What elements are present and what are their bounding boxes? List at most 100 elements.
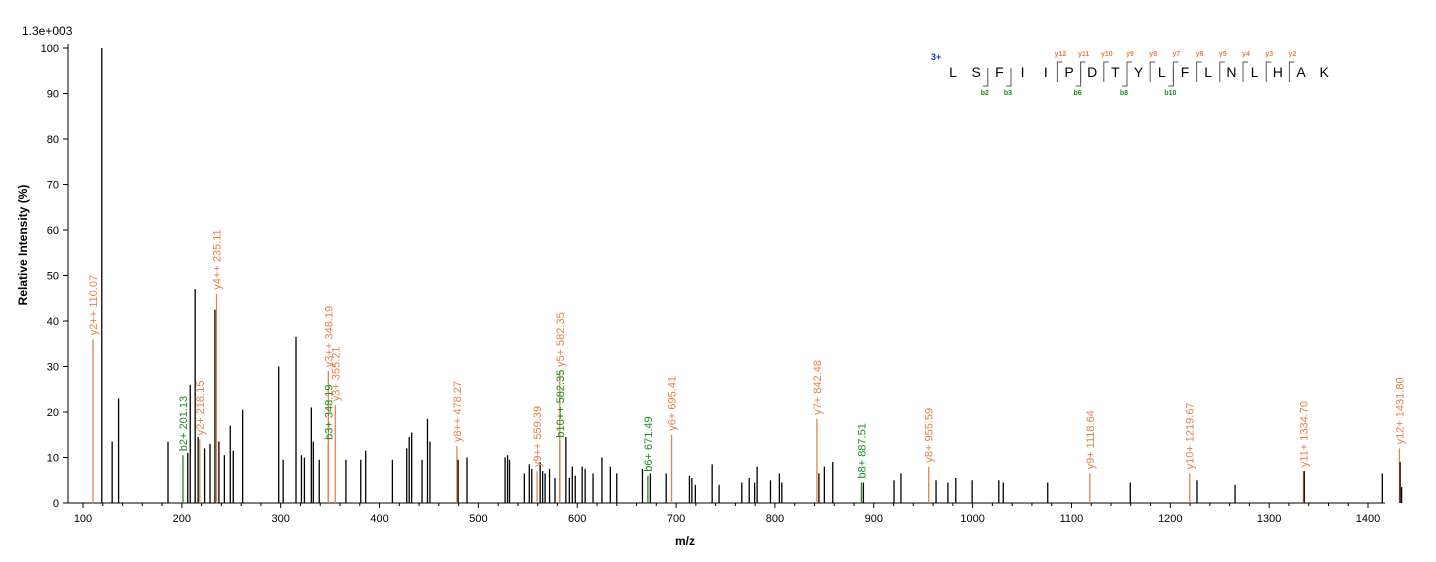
- y-ion-label: y3++ 348.19: [323, 306, 335, 367]
- x-tick-label: 700: [667, 513, 685, 525]
- y-ion-bracket: [1242, 61, 1248, 82]
- sequence-residue: D: [1087, 64, 1097, 80]
- sequence-residue: N: [1226, 64, 1236, 80]
- precursor-charge-label: 3+: [931, 52, 941, 62]
- y-ion-bracket: [1149, 61, 1156, 82]
- sequence-residue: L: [1204, 64, 1212, 80]
- x-tick-label: 600: [568, 513, 586, 525]
- b-ion-label: b10++ 582.35: [555, 370, 567, 438]
- y-ion-label: y7+ 842.48: [812, 360, 824, 415]
- y-tick-label: 60: [47, 225, 59, 237]
- y-ion-bracket: [1056, 61, 1063, 82]
- b-ion-label: b3+ 348.19: [323, 384, 335, 439]
- b-ion-sequence-label: b2: [981, 90, 989, 97]
- x-tick-label: 400: [370, 513, 388, 525]
- y-ion-label: y5+ 582.35: [555, 312, 567, 367]
- y-ion-bracket: [1219, 61, 1225, 82]
- y-ion-sequence-label: y11: [1078, 51, 1089, 58]
- x-tick-label: 1000: [960, 513, 984, 525]
- sequence-residue: Y: [1134, 64, 1144, 80]
- sequence-residue: L: [1158, 64, 1166, 80]
- y-ion-label: y9+ 1118.64: [1085, 410, 1097, 469]
- y-ion-label: y10+ 1219.67: [1185, 402, 1197, 469]
- y-ion-sequence-label: y2: [1289, 51, 1297, 58]
- sequence-residue: L: [1251, 64, 1259, 80]
- y-ion-label: y2+ 218.15: [195, 381, 207, 436]
- sequence-residue: I: [1044, 64, 1048, 80]
- y-ion-bracket: [1288, 61, 1295, 82]
- sequence-residue: I: [1021, 64, 1025, 80]
- y-ion-sequence-label: y10: [1101, 51, 1113, 58]
- y-ion-sequence-label: y3: [1265, 51, 1273, 58]
- x-tick-label: 800: [766, 513, 784, 525]
- x-tick-label: 500: [469, 513, 487, 525]
- y-ion-label: y8++ 478.27: [452, 381, 464, 442]
- peaks: [92, 48, 1403, 503]
- b-ion-sequence-label: b8: [1120, 90, 1128, 97]
- y-tick-label: 40: [47, 316, 59, 328]
- x-axis-title: m/z: [675, 534, 695, 548]
- y-ion-bracket: [1103, 61, 1109, 82]
- x-tick-label: 1200: [1158, 513, 1182, 525]
- y-ion-sequence-label: y5: [1219, 51, 1227, 58]
- y-ion-label: y9++ 559.39: [532, 406, 544, 467]
- y-ion-sequence-label: y12: [1055, 51, 1067, 58]
- y-ion-sequence-label: y9: [1126, 51, 1134, 58]
- y-ion-sequence-label: y8: [1149, 51, 1157, 58]
- b-ion-sequence-label: b3: [1004, 90, 1012, 97]
- sequence-residue: K: [1320, 64, 1330, 80]
- sequence-residue: T: [1111, 64, 1120, 80]
- y-ion-bracket: [1126, 61, 1132, 82]
- intensity-scale-label: 1.3e+003: [22, 24, 73, 38]
- peak-labels: y2++ 110.07 b2+ 201.13 y2+ 218.15 y4++ 235.…: [88, 229, 1406, 478]
- y-tick-label: 0: [53, 498, 59, 510]
- b-ion-bracket: [1006, 68, 1012, 87]
- y-tick-label: 50: [47, 271, 59, 283]
- y-ion-label: y12+ 1431.80: [1394, 377, 1406, 444]
- axis-ticks: 0 10 20 30 40 50 60 70 80 90 100 100 200 300 400 500 600…: [41, 43, 1381, 525]
- x-tick-label: 200: [173, 513, 191, 525]
- sequence-residue: F: [1181, 64, 1190, 80]
- y-tick-label: 100: [41, 43, 59, 55]
- y-ion-label: y6+ 695.41: [667, 376, 679, 431]
- y-ion-bracket: [1196, 61, 1202, 82]
- x-tick-label: 1100: [1060, 513, 1084, 525]
- y-ion-sequence-label: y4: [1242, 51, 1250, 58]
- x-tick-label: 1300: [1257, 513, 1281, 525]
- y-ion-label: y11+ 1334.70: [1298, 401, 1310, 467]
- y-tick-label: 20: [47, 407, 59, 419]
- b-ion-label: b2+ 201.13: [178, 396, 190, 451]
- sequence-residue: L: [949, 64, 957, 80]
- axes: [67, 44, 1385, 504]
- x-tick-label: 100: [74, 513, 92, 525]
- x-tick-label: 900: [865, 513, 883, 525]
- x-tick-label: 300: [272, 513, 290, 525]
- y-ion-label: y8+ 955.59: [924, 408, 936, 463]
- sequence-residue: H: [1273, 64, 1283, 80]
- y-tick-label: 70: [47, 180, 59, 192]
- y-tick-label: 80: [47, 134, 59, 146]
- y-tick-label: 30: [47, 362, 59, 374]
- y-axis-title: Relative Intensity (%): [16, 185, 30, 306]
- y-ion-bracket: [1172, 61, 1179, 82]
- sequence-residue: A: [1296, 64, 1306, 80]
- b-ion-label: b6+ 671.49: [643, 416, 655, 471]
- b-ion-bracket: [1122, 68, 1128, 87]
- y-tick-label: 90: [47, 89, 59, 101]
- y-ion-bracket: [1080, 61, 1086, 82]
- sequence-residue: S: [972, 64, 981, 80]
- y-tick-label: 10: [47, 453, 59, 465]
- y-ion-sequence-label: y6: [1196, 51, 1204, 58]
- b-ion-sequence-label: b10: [1164, 90, 1176, 97]
- b-ion-bracket: [1168, 68, 1174, 87]
- y-ion-label: y3+ 355.21: [330, 346, 342, 401]
- y-ion-sequence-label: y7: [1173, 51, 1181, 58]
- x-tick-label: 1400: [1356, 513, 1380, 525]
- sequence-residue: F: [995, 64, 1004, 80]
- b-ion-bracket: [982, 68, 989, 87]
- y-ion-label: y2++ 110.07: [88, 275, 100, 335]
- sequence-residue: P: [1064, 64, 1073, 80]
- y-ion-bracket: [1265, 61, 1272, 82]
